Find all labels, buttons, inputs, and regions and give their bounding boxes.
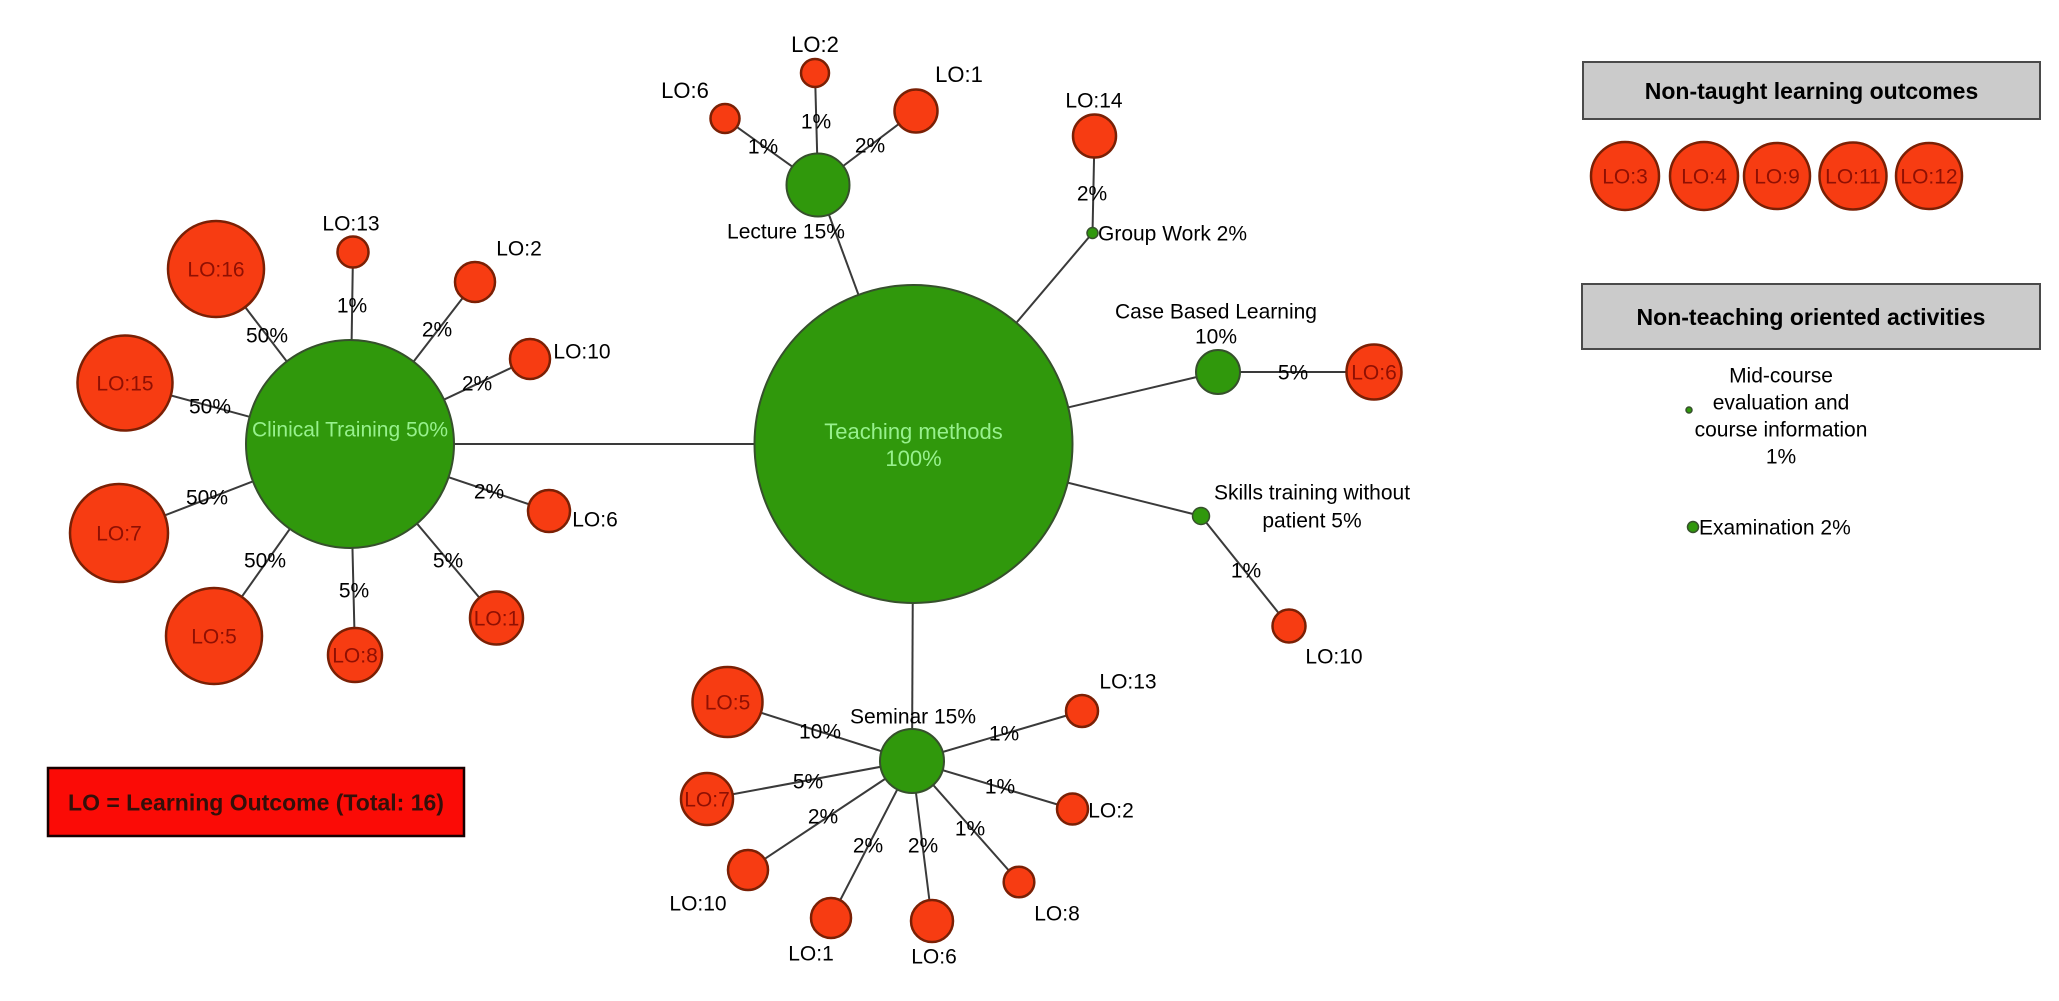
svg-text:2%: 2% [808, 806, 838, 829]
svg-text:1%: 1% [985, 776, 1015, 799]
svg-text:5%: 5% [433, 550, 463, 573]
svg-text:2%: 2% [908, 835, 938, 858]
svg-text:1%: 1% [1231, 560, 1261, 583]
svg-text:2%: 2% [1077, 183, 1107, 206]
svg-text:Non-teaching oriented activiti: Non-teaching oriented activities [1637, 304, 1986, 330]
svg-text:LO:12: LO:12 [1900, 166, 1957, 189]
svg-text:LO:2: LO:2 [791, 32, 839, 57]
svg-text:1%: 1% [989, 723, 1019, 746]
svg-text:10%: 10% [799, 721, 841, 744]
svg-text:LO:10: LO:10 [1305, 646, 1362, 669]
svg-text:Lecture 15%: Lecture 15% [727, 221, 845, 244]
svg-text:LO:3: LO:3 [1602, 166, 1648, 189]
svg-text:LO:6: LO:6 [572, 509, 618, 532]
svg-text:100%: 100% [885, 446, 941, 471]
svg-text:LO:15: LO:15 [96, 373, 153, 396]
svg-text:LO:1: LO:1 [935, 62, 983, 87]
svg-text:Mid-course: Mid-course [1729, 365, 1833, 388]
svg-text:LO:1: LO:1 [788, 943, 834, 966]
svg-text:50%: 50% [189, 396, 231, 419]
svg-text:Skills training without: Skills training without [1214, 482, 1410, 505]
svg-text:LO:6: LO:6 [661, 78, 709, 103]
svg-text:LO:2: LO:2 [496, 238, 542, 261]
svg-text:LO:16: LO:16 [187, 259, 244, 282]
svg-text:LO:2: LO:2 [1088, 800, 1134, 823]
svg-text:2%: 2% [422, 319, 452, 342]
svg-text:Seminar 15%: Seminar 15% [850, 706, 976, 729]
svg-text:LO:8: LO:8 [332, 645, 378, 668]
svg-text:Examination 2%: Examination 2% [1699, 517, 1851, 540]
svg-text:LO:6: LO:6 [911, 946, 957, 969]
svg-text:LO:7: LO:7 [684, 789, 730, 812]
svg-text:1%: 1% [801, 111, 831, 134]
svg-text:LO:8: LO:8 [1034, 903, 1080, 926]
svg-text:LO:5: LO:5 [191, 626, 237, 649]
svg-text:Non-taught learning outcomes: Non-taught learning outcomes [1645, 78, 1979, 104]
svg-text:LO:10: LO:10 [669, 893, 726, 916]
svg-text:Teaching methods: Teaching methods [824, 419, 1003, 444]
svg-text:2%: 2% [855, 135, 885, 158]
svg-text:50%: 50% [246, 325, 288, 348]
svg-text:LO:11: LO:11 [1825, 166, 1881, 189]
svg-text:LO:5: LO:5 [705, 692, 751, 715]
svg-text:LO:7: LO:7 [96, 523, 142, 546]
svg-text:5%: 5% [793, 771, 823, 794]
svg-text:50%: 50% [244, 550, 286, 573]
svg-text:LO:9: LO:9 [1754, 166, 1800, 189]
svg-text:10%: 10% [1195, 326, 1237, 349]
svg-text:2%: 2% [853, 835, 883, 858]
svg-text:1%: 1% [1766, 446, 1796, 469]
svg-text:LO:14: LO:14 [1065, 90, 1123, 113]
svg-text:course information: course information [1695, 419, 1868, 442]
svg-text:50%: 50% [186, 487, 228, 510]
svg-text:LO:10: LO:10 [553, 341, 610, 364]
svg-text:5%: 5% [339, 580, 369, 603]
svg-text:2%: 2% [462, 373, 492, 396]
svg-text:LO:4: LO:4 [1681, 166, 1727, 189]
svg-text:Group Work 2%: Group Work 2% [1098, 223, 1247, 246]
svg-text:1%: 1% [955, 818, 985, 841]
svg-text:Clinical Training 50%: Clinical Training 50% [252, 419, 448, 442]
svg-text:1%: 1% [748, 136, 778, 159]
svg-text:LO:13: LO:13 [322, 213, 379, 236]
svg-text:Case Based Learning: Case Based Learning [1115, 301, 1317, 324]
svg-text:LO:13: LO:13 [1099, 671, 1156, 694]
svg-text:LO = Learning Outcome (Total:: LO = Learning Outcome (Total: 16) [68, 789, 444, 815]
svg-text:patient 5%: patient 5% [1262, 510, 1361, 533]
svg-text:LO:1: LO:1 [474, 608, 520, 631]
svg-text:2%: 2% [474, 481, 504, 504]
svg-text:LO:6: LO:6 [1351, 362, 1397, 385]
svg-text:evaluation and: evaluation and [1713, 392, 1850, 415]
svg-text:5%: 5% [1278, 362, 1308, 385]
svg-text:1%: 1% [337, 295, 367, 318]
